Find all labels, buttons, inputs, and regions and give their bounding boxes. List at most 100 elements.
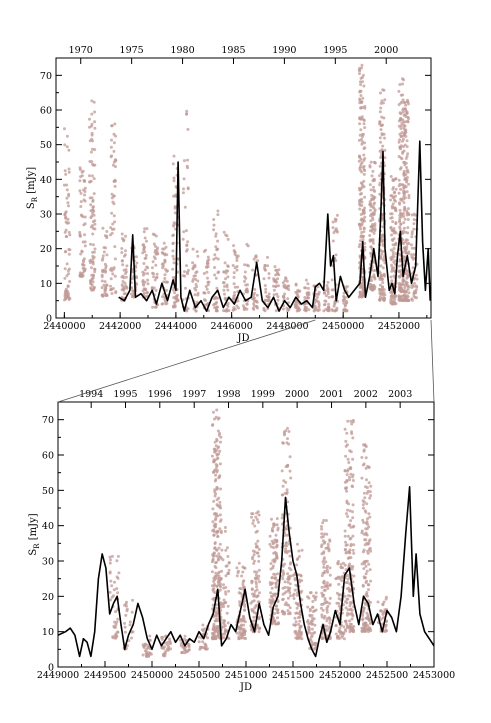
top-year-label: 2001 (319, 389, 343, 400)
scatter-point (89, 282, 93, 286)
scatter-point (121, 280, 125, 283)
scatter-point (391, 300, 395, 304)
scatter-point (307, 629, 311, 633)
scatter-point (380, 217, 384, 221)
scatter-point (269, 562, 273, 565)
scatter-point (299, 630, 303, 634)
scatter-point (214, 574, 218, 578)
scatter-point (63, 250, 67, 254)
scatter-point (121, 263, 125, 267)
scatter-point (93, 163, 97, 167)
scatter-point (368, 496, 372, 500)
scatter-point (320, 585, 324, 589)
scatter-point (221, 558, 225, 562)
scatter-point (226, 555, 230, 558)
scatter-point (78, 179, 82, 183)
scatter-point (252, 257, 256, 261)
scatter-point (372, 185, 375, 189)
scatter-point (295, 633, 299, 637)
scatter-point (172, 257, 176, 261)
scatter-point (257, 630, 261, 634)
scatter-point (191, 266, 195, 270)
scatter-point (322, 309, 326, 313)
scatter-point (358, 116, 362, 120)
scatter-point (405, 245, 409, 249)
scatter-point (255, 293, 259, 297)
scatter-point (67, 148, 71, 152)
scatter-point (267, 298, 271, 302)
scatter-point (365, 491, 369, 495)
scatter-point (256, 259, 260, 263)
scatter-point (285, 441, 289, 445)
scatter-point (364, 538, 368, 542)
scatter-point (336, 560, 340, 563)
scatter-point (360, 476, 364, 480)
scatter-point (271, 529, 275, 533)
scatter-point (344, 540, 347, 544)
scatter-point (320, 527, 324, 531)
scatter-point (284, 527, 287, 530)
scatter-point (153, 278, 157, 282)
scatter-point (403, 163, 407, 167)
scatter-point (309, 631, 313, 635)
scatter-point (357, 159, 361, 163)
scatter-point (115, 559, 119, 563)
scatter-point (276, 616, 279, 620)
scatter-point (108, 590, 112, 594)
scatter-point (78, 234, 82, 238)
scatter-point (222, 270, 226, 274)
scatter-point (321, 571, 325, 575)
scatter-point (343, 295, 347, 299)
y-tick-label: 40 (42, 521, 54, 532)
scatter-point (222, 230, 226, 234)
scatter-point (212, 460, 216, 463)
scatter-point (173, 291, 177, 295)
scatter-point (288, 586, 292, 590)
scatter-point (168, 637, 171, 641)
scatter-point (365, 559, 369, 563)
scatter-point (287, 308, 291, 312)
scatter-point (346, 608, 350, 612)
scatter-point (115, 587, 119, 591)
scatter-point (358, 168, 362, 172)
scatter-point (361, 96, 365, 100)
scatter-point (108, 555, 112, 559)
scatter-point (406, 100, 410, 104)
scatter-point (306, 282, 310, 286)
scatter-point (392, 237, 396, 241)
scatter-point (360, 222, 364, 225)
scatter-point (252, 562, 256, 565)
scatter-point (405, 139, 409, 143)
scatter-point (379, 264, 383, 268)
scatter-point (245, 307, 249, 311)
scatter-point (125, 264, 129, 268)
scatter-point (371, 241, 375, 245)
scatter-point (338, 626, 342, 630)
y-tick-label: 70 (42, 415, 54, 426)
scatter-point (176, 298, 180, 302)
scatter-point (308, 609, 312, 613)
scatter-point (378, 297, 382, 301)
scatter-point (343, 594, 347, 598)
scatter-point (108, 561, 112, 565)
scatter-point (346, 515, 350, 518)
scatter-point (343, 427, 347, 431)
scatter-point (294, 620, 298, 624)
scatter-point (320, 636, 324, 640)
scatter-point (152, 272, 155, 276)
scatter-point (336, 562, 340, 566)
scatter-point (123, 625, 127, 629)
scatter-point (114, 159, 118, 163)
scatter-point (350, 628, 354, 632)
scatter-point (383, 293, 387, 297)
scatter-point (328, 625, 332, 629)
scatter-point (305, 293, 309, 297)
scatter-point (320, 525, 323, 528)
scatter-point (411, 266, 415, 270)
x-tick-label: 2450000 (322, 321, 364, 332)
scatter-point (205, 647, 209, 651)
scatter-point (360, 66, 363, 70)
scatter-point (148, 638, 152, 642)
scatter-point (403, 297, 407, 301)
scatter-point (334, 219, 338, 223)
